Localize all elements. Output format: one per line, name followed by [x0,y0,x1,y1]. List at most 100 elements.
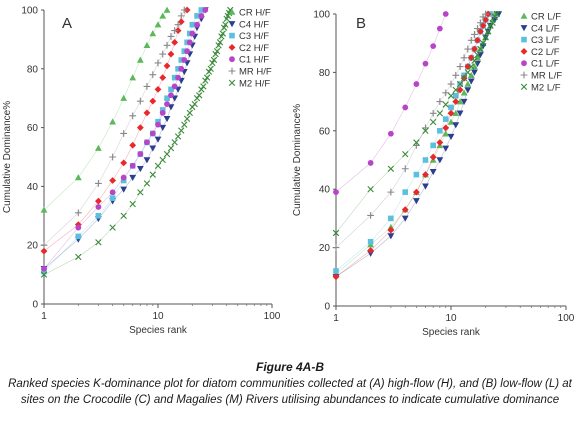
data-point [171,139,178,146]
data-point [388,215,394,222]
data-point [154,21,162,28]
data-point [159,156,166,164]
data-point [479,40,487,47]
data-point [74,174,82,181]
data-point [178,65,185,72]
series-line [335,13,486,248]
data-point [167,144,175,152]
series-c3-l-f [333,11,494,274]
x-tick-label: 1 [41,311,47,322]
legend-label: CR H/F [239,8,271,19]
data-point [120,186,128,193]
data-point [460,98,468,105]
legend-label: C4 H/F [239,19,269,30]
data-point [387,226,395,234]
data-point [40,206,48,213]
data-point [460,89,468,96]
data-point [74,209,82,217]
data-point [471,69,478,76]
data-point [477,45,484,53]
data-point [163,116,171,123]
data-point [120,174,127,181]
data-point [163,62,171,70]
legend-label: C1 L/F [531,59,560,70]
y-tick-label: 100 [313,10,330,21]
data-point [464,69,471,76]
data-point [109,177,117,184]
data-point [178,127,185,134]
series-c3-h-f [41,7,205,275]
series-line [43,9,206,269]
data-point [430,43,437,50]
data-point [109,153,117,161]
data-point [456,98,464,105]
data-point [171,74,178,81]
data-point [196,92,203,99]
y-tick-label: 80 [319,68,331,79]
data-point [168,92,174,99]
data-point [149,97,157,105]
legend-marker [228,44,236,51]
x-tick-label: 1 [333,313,339,324]
data-point [442,130,450,137]
data-point [452,122,460,129]
data-point [467,54,475,62]
data-point [143,83,151,90]
data-point [447,92,455,99]
data-point [120,212,127,219]
legend-label: C3 H/F [239,31,269,42]
data-point [189,30,196,37]
data-point [120,177,127,184]
data-point [129,174,137,181]
data-point [491,13,498,21]
series-c1-l-f [333,11,449,196]
data-point [94,144,102,151]
data-point [154,59,162,67]
data-point [155,118,161,125]
data-point [367,186,374,193]
data-point [436,98,444,105]
data-point [474,36,481,44]
data-point [332,229,340,237]
legend-label: C1 H/F [239,55,269,66]
x-tick-label: 100 [264,311,281,322]
series-cr-h-f [40,6,171,213]
data-point [447,133,455,141]
data-point [74,221,82,229]
data-point [429,118,437,126]
data-point [202,77,209,84]
data-point [198,7,205,13]
y-tick-label: 0 [32,300,38,311]
data-point [442,145,450,152]
data-point [437,128,443,134]
series-mr-l-f [332,10,490,251]
data-point [167,50,175,58]
x-tick-label: 10 [152,311,164,322]
data-point [168,86,174,93]
chart-panel-B: 0 20 40 60 80 100 1 10 100 Species rank Cumulative… [292,10,575,339]
data-point [467,78,475,85]
data-point [402,150,409,158]
data-point [167,33,175,40]
data-point [482,34,489,41]
series-mr-h-f [40,6,188,249]
y-tick-label: 80 [27,64,39,75]
data-point [219,30,226,37]
data-point [181,57,188,63]
data-point [387,130,394,137]
data-point [194,21,200,28]
data-point [464,80,472,87]
data-point [177,12,185,20]
data-point [401,165,409,173]
data-point [202,7,209,13]
data-point [149,30,157,37]
data-point [109,224,116,231]
data-point [154,162,162,170]
data-point [447,80,455,88]
data-point [467,36,475,44]
data-point [442,124,450,132]
series-c1-h-f [41,7,209,272]
data-point [452,98,460,105]
data-point [422,171,429,178]
data-point [447,118,455,125]
